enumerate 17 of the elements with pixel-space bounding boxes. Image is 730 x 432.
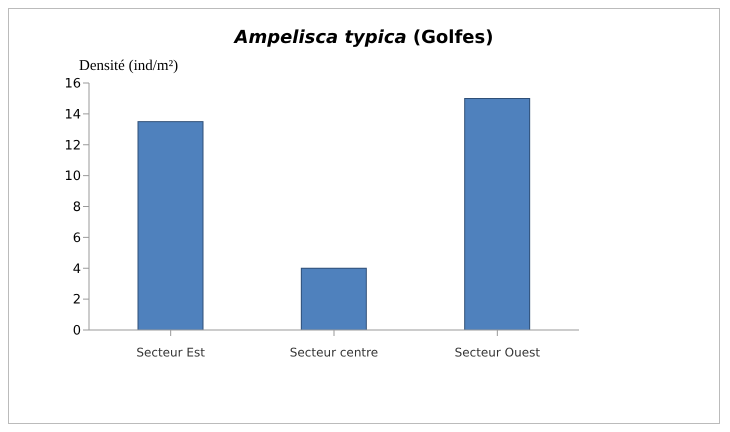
x-tick-label: Secteur Ouest — [454, 346, 540, 360]
y-tick-label: 10 — [64, 169, 81, 184]
y-tick-label: 16 — [64, 76, 81, 92]
bar — [300, 268, 367, 330]
bar — [464, 98, 530, 330]
bar — [138, 121, 204, 330]
y-tick-label: 6 — [72, 230, 81, 246]
y-tick-label: 8 — [72, 200, 81, 216]
x-tick-label: Secteur Est — [136, 346, 206, 360]
y-tick-label: 2 — [72, 292, 81, 308]
y-tick-label: 14 — [64, 107, 81, 122]
x-tick-label: Secteur centre — [290, 346, 378, 360]
y-axis-title: Densité (ind/m²) — [79, 58, 180, 75]
y-tick-label: 12 — [64, 138, 81, 154]
chart-title: Ampelisca typica (Golfes) — [234, 27, 494, 48]
y-tick-label: 0 — [72, 324, 81, 339]
y-tick-label: 4 — [72, 262, 81, 277]
